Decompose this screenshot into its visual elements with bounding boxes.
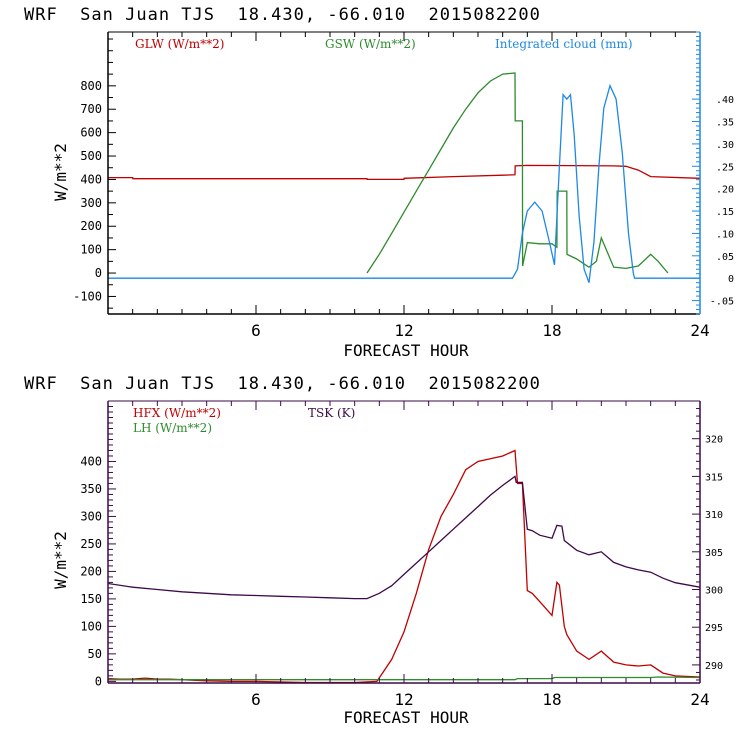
- top-y-tick-label: 600: [80, 126, 102, 140]
- top-y-tick-label: 400: [80, 172, 102, 186]
- bottom-y-tick-label: 200: [80, 564, 102, 578]
- top-y2-tick-label: .25: [716, 162, 734, 173]
- bottom-y2-tick-label: 295: [705, 623, 723, 634]
- bottom-y-tick-label: 350: [80, 482, 102, 496]
- top-y-tick-label: 500: [80, 149, 102, 163]
- bottom-x-tick-label: 18: [542, 690, 561, 709]
- top-y2-tick-label: .20: [716, 185, 734, 196]
- top-y2-tick-label: .30: [716, 140, 734, 151]
- top-legend-glw: GLW (W/m**2): [135, 37, 224, 51]
- top-y2-tick-label: 0: [728, 274, 734, 285]
- bottom-y2-tick-label: 300: [705, 586, 723, 597]
- top-x-tick-label: 12: [394, 321, 413, 340]
- bottom-legend-tsk: TSK (K): [308, 406, 355, 420]
- top-y-tick-label: 300: [80, 196, 102, 210]
- bottom-legend-hfx: HFX (W/m**2): [133, 406, 221, 420]
- bottom-x-tick-label: 12: [394, 690, 413, 709]
- bottom-axes-group: 6 12 18 24 0 50 100 150 200 250 300 350 400 290 295 300…: [80, 400, 723, 709]
- top-x-tick-label: 24: [690, 321, 709, 340]
- top-y-tick-label: 100: [80, 243, 102, 257]
- bottom-series-tsk-line: [108, 475, 700, 600]
- top-y-tick-label: 800: [80, 79, 102, 93]
- bottom-y-tick-label: 50: [88, 647, 102, 661]
- top-y-tick-label: 0: [95, 266, 102, 280]
- bottom-y2-tick-label: 290: [705, 661, 723, 672]
- top-series-integrated-line: [108, 83, 700, 283]
- bottom-y-tick-label: 300: [80, 509, 102, 523]
- bottom-x-tick-label: 24: [690, 690, 709, 709]
- bottom-y2-tick-label: 305: [705, 548, 723, 559]
- top-x-tick-label: 18: [542, 321, 561, 340]
- top-y2-tick-label: .10: [716, 229, 734, 240]
- bottom-y-tick-label: 150: [80, 592, 102, 606]
- top-series-glw-line: [108, 164, 700, 181]
- bottom-y-tick-label: 400: [80, 454, 102, 468]
- top-y2-tick-label: -.05: [710, 297, 734, 308]
- bottom-panel: WRF San Juan TJS 18.430, -66.010 2015082…: [24, 374, 723, 727]
- top-legend-cloud: Integrated cloud (mm): [495, 37, 633, 51]
- top-y2-tick-label: .40: [716, 95, 734, 106]
- bottom-y2-tick-label: 310: [705, 510, 723, 521]
- bottom-y2-tick-label: 320: [705, 435, 723, 446]
- top-y-tick-label: 700: [80, 102, 102, 116]
- top-x-axis-label: FORECAST HOUR: [343, 341, 469, 360]
- top-series-gsw-line: [366, 72, 669, 274]
- top-chart-title: WRF San Juan TJS 18.430, -66.010 2015082…: [24, 5, 541, 25]
- top-panel: WRF San Juan TJS 18.430, -66.010 2015082…: [24, 5, 734, 360]
- bottom-chart-title: WRF San Juan TJS 18.430, -66.010 2015082…: [24, 374, 541, 394]
- bottom-series-group: [108, 449, 700, 683]
- top-y2-tick-label: .05: [716, 252, 734, 263]
- bottom-y2-tick-label: 315: [705, 472, 723, 483]
- bottom-x-tick-label: 6: [251, 690, 261, 709]
- top-y2-tick-label: .35: [716, 118, 734, 129]
- bottom-y-tick-label: 0: [95, 674, 102, 688]
- top-x-tick-label: 6: [251, 321, 261, 340]
- bottom-y-tick-label: 100: [80, 619, 102, 633]
- top-y-tick-label: -100: [73, 289, 102, 303]
- top-y2-tick-label: .15: [716, 207, 734, 218]
- top-y-tick-label: 200: [80, 219, 102, 233]
- top-y-axis-label: W/m**2: [51, 143, 70, 201]
- top-legend-gsw: GSW (W/m**2): [325, 37, 416, 51]
- bottom-series-hfx-line: [108, 449, 700, 683]
- bottom-y-tick-label: 250: [80, 537, 102, 551]
- bottom-x-axis-label: FORECAST HOUR: [343, 708, 469, 727]
- bottom-y-axis-label: W/m**2: [51, 531, 70, 589]
- top-axes-group: 6 12 18 24 -100 0 100 200 300 400 500 600 700 800 -.05…: [73, 31, 734, 340]
- top-series-group: [108, 72, 700, 283]
- bottom-legend-lh: LH (W/m**2): [133, 421, 212, 435]
